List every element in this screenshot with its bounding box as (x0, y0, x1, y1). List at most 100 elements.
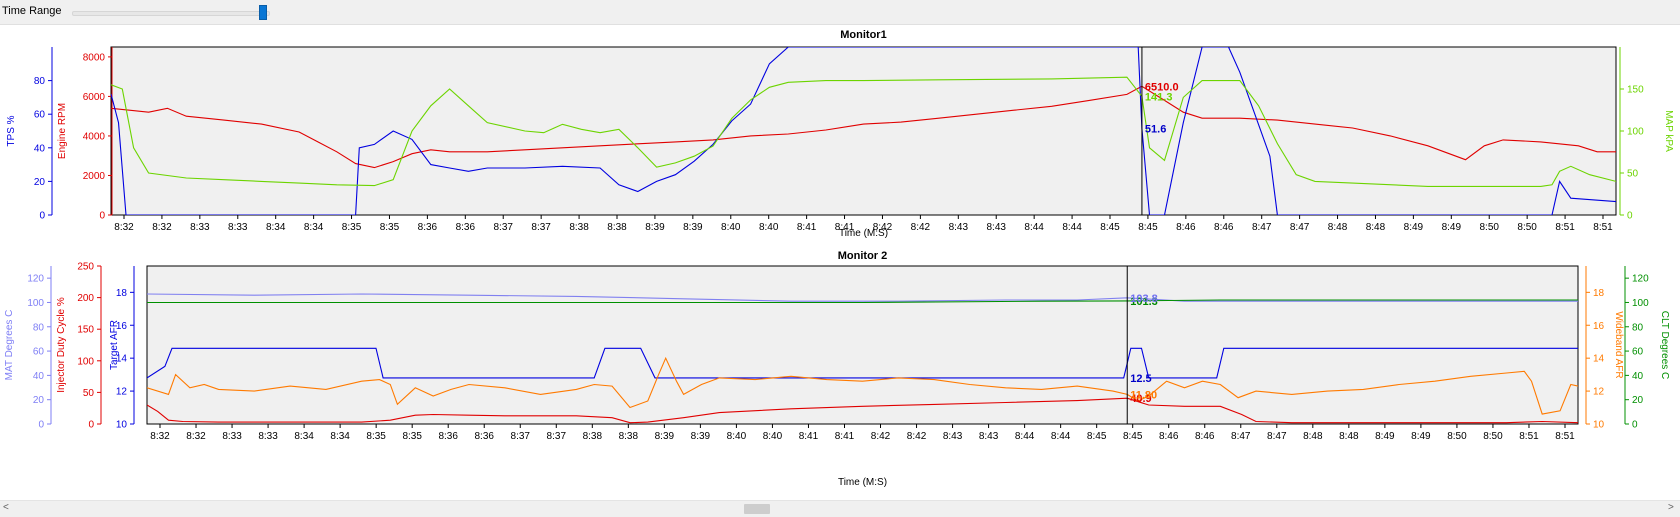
chart-title: Monitor 2 (838, 250, 888, 262)
y-axis-title: Target AFR (109, 320, 120, 370)
series-line-wideband-afr (147, 356, 1578, 415)
y-axis-map-kpa: 0 50 100 150 MAP kPA (1619, 47, 1674, 222)
horizontal-scrollbar[interactable]: < > (0, 500, 1680, 517)
y-tick-label: 150 (77, 325, 94, 336)
x-axis-label: Time (M:S) (839, 228, 888, 239)
y-axis-title: Wideband AFR (1613, 311, 1624, 378)
x-tick-label: 8:39 (645, 222, 665, 233)
x-tick-label: 8:39 (683, 222, 703, 233)
x-tick-label: 8:42 (911, 222, 931, 233)
y-tick-label: 12 (1593, 387, 1605, 398)
x-tick-label: 8:42 (873, 222, 893, 233)
x-tick-label: 8:51 (1555, 222, 1575, 233)
x-tick-label: 8:34 (294, 431, 314, 442)
x-tick-label: 8:45 (1100, 222, 1120, 233)
y-tick-label: 250 (77, 262, 94, 273)
time-range-label: Time Range (2, 5, 62, 17)
y-tick-label: 80 (33, 322, 45, 333)
x-tick-label: 8:50 (1483, 431, 1503, 442)
x-tick-label: 8:45 (1138, 222, 1158, 233)
x-tick-label: 8:43 (949, 222, 969, 233)
y-tick-label: 100 (1627, 127, 1644, 138)
cursor-value-target-afr: 12.5 (1130, 373, 1151, 385)
y-tick-label: 120 (27, 274, 44, 285)
y-axis-mat-degrees-c: 0 20 40 60 80 100 120 MAT Degrees C (4, 266, 52, 431)
y-tick-label: 14 (1593, 354, 1605, 365)
x-tick-label: 8:34 (266, 222, 286, 233)
x-tick-label: 8:47 (1231, 431, 1251, 442)
x-tick-label: 8:36 (438, 431, 458, 442)
y-tick-label: 8000 (83, 52, 106, 63)
y-axis-title: MAP kPA (1663, 110, 1674, 152)
x-tick-label: 8:38 (569, 222, 589, 233)
x-tick-label: 8:33 (258, 431, 278, 442)
y-tick-label: 40 (1632, 371, 1644, 382)
y-tick-label: 6000 (83, 92, 106, 103)
cursor-value-map-kpa: 141.3 (1145, 91, 1173, 103)
x-tick-label: 8:37 (531, 222, 551, 233)
monitor-chart-2: Monitor 2 8:32 8:32 8:33 8:33 8:34 8:34 8:35 8:3… (4, 250, 1670, 488)
y-axis-title: Injector Duty Cycle % (56, 297, 67, 393)
scrollbar-thumb[interactable] (744, 504, 770, 514)
time-range-slider[interactable] (72, 11, 270, 16)
series-line-mat-degrees-c (147, 293, 1578, 302)
y-tick-label: 120 (1632, 274, 1649, 285)
series-line-map-kpa (111, 76, 1616, 187)
x-tick-label: 8:51 (1555, 431, 1575, 442)
x-tick-label: 8:43 (986, 222, 1006, 233)
x-tick-label: 8:35 (342, 222, 362, 233)
x-tick-label: 8:38 (607, 222, 627, 233)
y-tick-label: 40 (34, 143, 46, 154)
y-tick-label: 60 (1632, 347, 1644, 358)
time-range-slider-handle[interactable] (259, 5, 268, 20)
y-tick-label: 50 (1627, 169, 1639, 180)
x-tick-label: 8:32 (114, 222, 134, 233)
cursor-value-clt-degrees-c: 101.3 (1130, 296, 1158, 308)
x-tick-label: 8:32 (186, 431, 206, 442)
time-range-toolbar: Time Range (0, 0, 1680, 25)
y-tick-label: 100 (27, 298, 44, 309)
x-tick-label: 8:47 (1267, 431, 1287, 442)
x-tick-label: 8:51 (1593, 222, 1613, 233)
y-tick-label: 0 (39, 211, 45, 222)
y-axis-title: CLT Degrees C (1659, 311, 1670, 380)
x-tick-label: 8:39 (691, 431, 711, 442)
y-tick-label: 18 (1593, 288, 1605, 299)
cursor-value-tps-: 51.6 (1145, 123, 1166, 135)
x-tick-label: 8:44 (1051, 431, 1071, 442)
chart-title: Monitor1 (840, 29, 886, 41)
y-axis-injector-duty-cycle-: 0 50 100 150 200 250 Injector Duty Cycle % (56, 262, 102, 431)
x-tick-label: 8:48 (1366, 222, 1386, 233)
x-axis-label: Time (M:S) (838, 477, 887, 488)
y-tick-label: 4000 (83, 131, 106, 142)
x-tick-label: 8:36 (474, 431, 494, 442)
x-tick-label: 8:36 (456, 222, 476, 233)
scroll-right-arrow[interactable]: > (1668, 502, 1674, 513)
x-tick-label: 8:39 (655, 431, 675, 442)
y-axis-title: MAT Degrees C (4, 310, 15, 381)
x-tick-label: 8:33 (190, 222, 210, 233)
cursor-value-mat-degrees-c: 103.8 (1130, 293, 1158, 305)
y-axis-clt-degrees-c: 0 20 40 60 80 100 120 CLT Degrees C (1624, 266, 1670, 431)
x-tick-label: 8:35 (366, 431, 386, 442)
y-tick-label: 200 (77, 293, 94, 304)
y-tick-label: 0 (88, 420, 94, 431)
x-tick-label: 8:37 (547, 431, 567, 442)
x-tick-label: 8:48 (1339, 431, 1359, 442)
monitor-chart-1: Monitor1 8:32 8:32 8:33 8:33 8:34 8:34 8:35 8:35… (6, 29, 1674, 239)
y-tick-label: 20 (33, 395, 45, 406)
x-tick-label: 8:43 (943, 431, 963, 442)
x-tick-label: 8:37 (511, 431, 531, 442)
x-tick-label: 8:41 (799, 431, 819, 442)
x-tick-label: 8:38 (583, 431, 603, 442)
x-tick-label: 8:32 (152, 222, 172, 233)
charts-area: Monitor1 8:32 8:32 8:33 8:33 8:34 8:34 8:35 8:35… (4, 29, 1674, 488)
x-tick-label: 8:35 (402, 431, 422, 442)
y-tick-label: 0 (99, 211, 105, 222)
y-tick-label: 18 (116, 288, 128, 299)
x-tick-label: 8:40 (763, 431, 783, 442)
x-tick-label: 8:43 (979, 431, 999, 442)
x-tick-label: 8:37 (493, 222, 513, 233)
y-tick-label: 10 (116, 420, 128, 431)
scroll-left-arrow[interactable]: < (3, 502, 9, 513)
